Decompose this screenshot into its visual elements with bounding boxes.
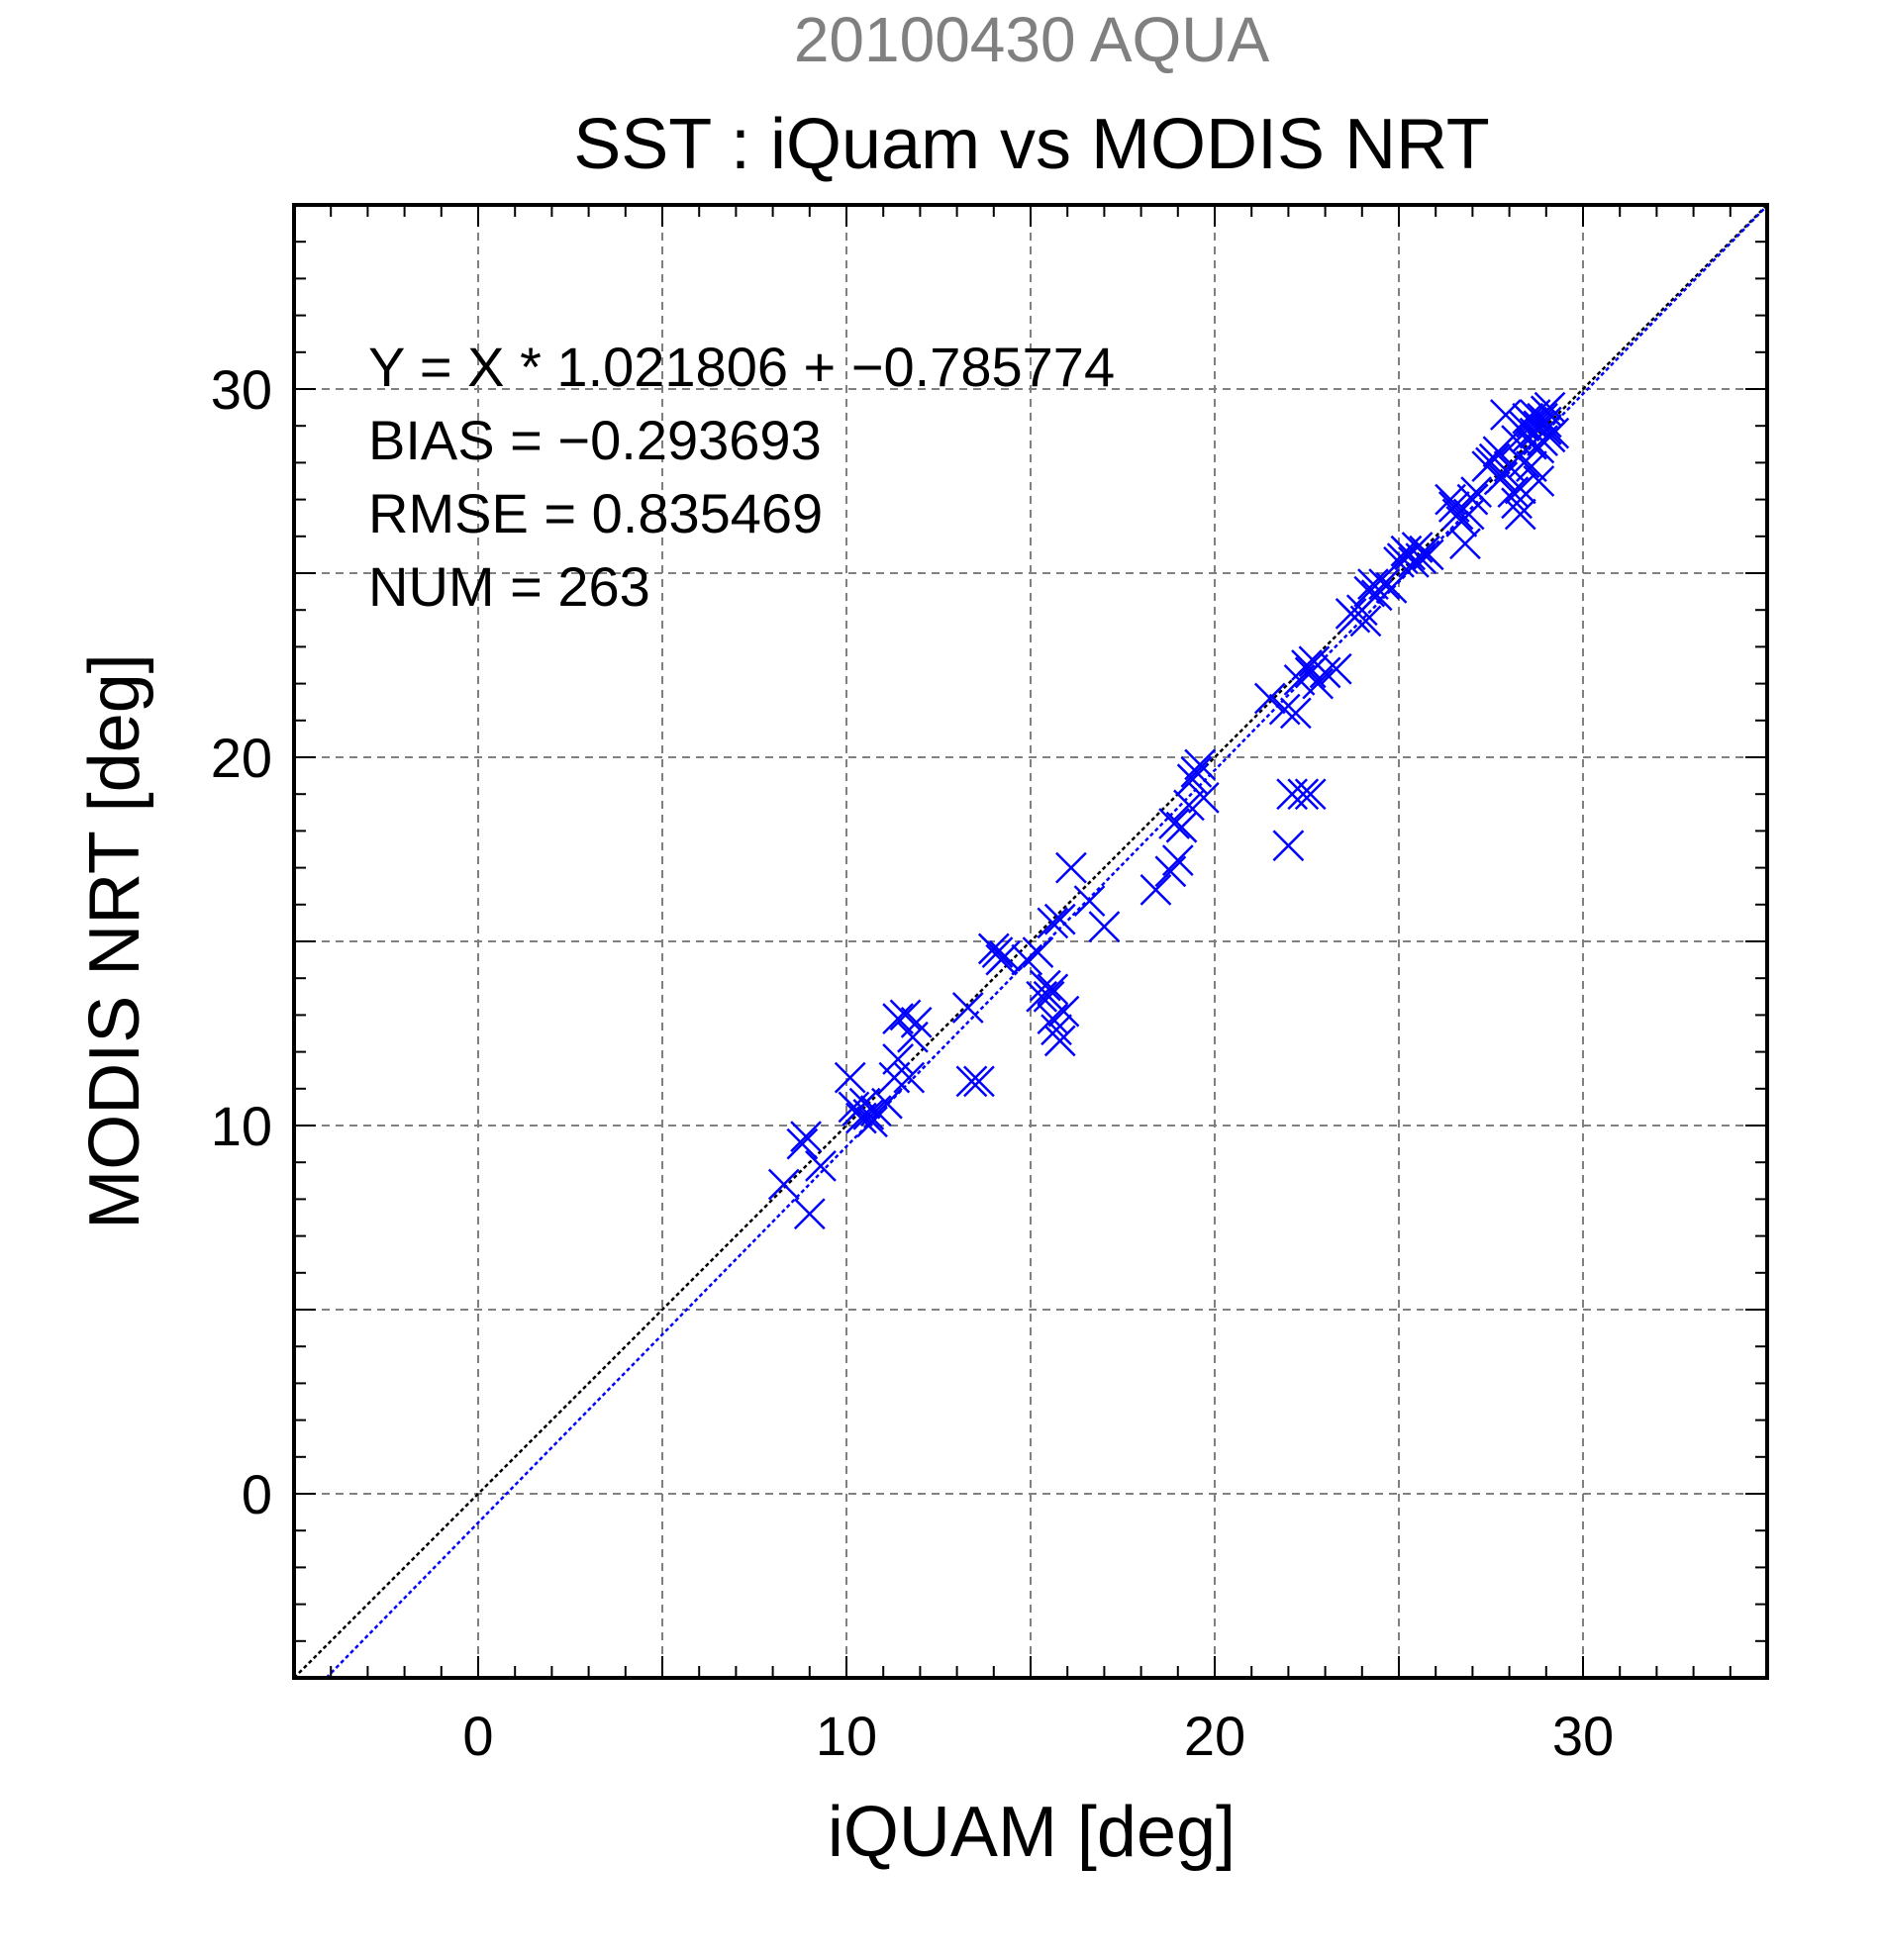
regression-line xyxy=(325,204,1768,1679)
data-point xyxy=(1029,969,1061,1002)
data-point xyxy=(893,1061,926,1094)
data-point xyxy=(882,1003,914,1035)
data-point xyxy=(981,936,1014,969)
y-tick-label: 20 xyxy=(211,727,272,789)
data-point xyxy=(878,1061,911,1094)
data-point xyxy=(1530,406,1562,439)
data-point xyxy=(882,1043,914,1075)
data-point xyxy=(1022,936,1054,969)
x-tick-label: 10 xyxy=(816,1705,877,1767)
data-point xyxy=(1139,874,1172,906)
data-point xyxy=(852,1098,885,1130)
data-point xyxy=(1435,483,1466,516)
y-tick-label: 0 xyxy=(242,1463,272,1525)
data-point xyxy=(793,1198,826,1230)
data-point xyxy=(1320,652,1352,685)
data-point xyxy=(1523,465,1555,497)
data-point xyxy=(1460,476,1493,509)
data-point xyxy=(1055,851,1087,884)
data-point xyxy=(1158,808,1190,839)
data-point xyxy=(963,1065,995,1098)
data-point xyxy=(1412,539,1444,571)
stats-equation: Y = X * 1.021806 + −0.785774 xyxy=(368,336,1115,398)
data-point xyxy=(1043,903,1076,935)
data-point xyxy=(1294,778,1327,811)
data-point xyxy=(1161,844,1194,877)
y-tick-label: 10 xyxy=(211,1095,272,1157)
data-point xyxy=(1176,763,1209,796)
data-points xyxy=(767,391,1570,1230)
data-point xyxy=(1368,568,1401,601)
data-point xyxy=(1504,472,1536,505)
data-point xyxy=(1309,656,1341,689)
data-point xyxy=(1497,476,1530,509)
x-tick-label: 30 xyxy=(1552,1705,1614,1767)
data-point xyxy=(1291,649,1323,681)
data-point xyxy=(1516,450,1547,483)
data-point xyxy=(1165,811,1198,843)
data-point xyxy=(1405,542,1437,575)
data-point xyxy=(1279,697,1312,730)
plot-frame xyxy=(292,203,1769,1680)
data-point xyxy=(1187,782,1220,814)
data-point xyxy=(900,1006,933,1038)
data-point xyxy=(1287,778,1320,811)
data-point xyxy=(871,1087,903,1120)
data-point xyxy=(1173,789,1205,822)
y-axis-label: MODIS NRT [deg] xyxy=(75,653,154,1229)
chart-title: SST : iQuam vs MODIS NRT xyxy=(573,105,1490,184)
data-point xyxy=(1088,911,1121,943)
identity-line xyxy=(293,204,1768,1679)
data-point xyxy=(805,1150,837,1182)
data-point xyxy=(1073,885,1106,917)
data-point xyxy=(1478,442,1511,475)
tick-labels: 0 10 20 30 0 10 20 30 xyxy=(211,358,1614,1767)
data-point xyxy=(1154,855,1187,888)
data-point xyxy=(1268,693,1301,726)
data-point xyxy=(786,1127,819,1160)
data-point xyxy=(834,1061,866,1094)
data-point xyxy=(1040,1014,1072,1046)
data-point xyxy=(951,992,984,1024)
data-point xyxy=(955,1065,988,1098)
data-point xyxy=(1482,436,1515,468)
chart-supertitle: 20100430 AQUA xyxy=(794,4,1270,75)
data-point xyxy=(1516,406,1547,439)
data-point xyxy=(1349,605,1382,637)
x-tick-label: 0 xyxy=(462,1705,493,1767)
stats-rmse: RMSE = 0.835469 xyxy=(368,482,823,544)
data-point xyxy=(1302,667,1335,700)
data-point xyxy=(1037,973,1069,1006)
data-point xyxy=(1272,830,1305,862)
reference-lines xyxy=(293,204,1768,1679)
stats-num: NUM = 263 xyxy=(368,555,650,618)
data-point xyxy=(1456,483,1489,516)
data-point xyxy=(1047,995,1080,1028)
x-tick-label: 20 xyxy=(1184,1705,1245,1767)
data-point xyxy=(1504,498,1536,531)
data-point xyxy=(1357,568,1389,601)
data-point xyxy=(1180,755,1213,788)
data-point xyxy=(767,1168,800,1201)
data-point xyxy=(1184,748,1217,781)
stats-bias: BIAS = −0.293693 xyxy=(368,409,822,471)
y-tick-label: 30 xyxy=(211,358,272,421)
data-point xyxy=(1253,682,1286,715)
data-point xyxy=(1449,528,1481,560)
x-axis-label: iQUAM [deg] xyxy=(828,1793,1236,1872)
data-point xyxy=(790,1121,822,1153)
data-point xyxy=(1011,943,1043,976)
data-point xyxy=(1437,491,1470,523)
data-point xyxy=(1037,907,1069,939)
data-point xyxy=(1375,571,1408,604)
data-point xyxy=(856,1106,888,1138)
data-point xyxy=(1043,1025,1076,1057)
